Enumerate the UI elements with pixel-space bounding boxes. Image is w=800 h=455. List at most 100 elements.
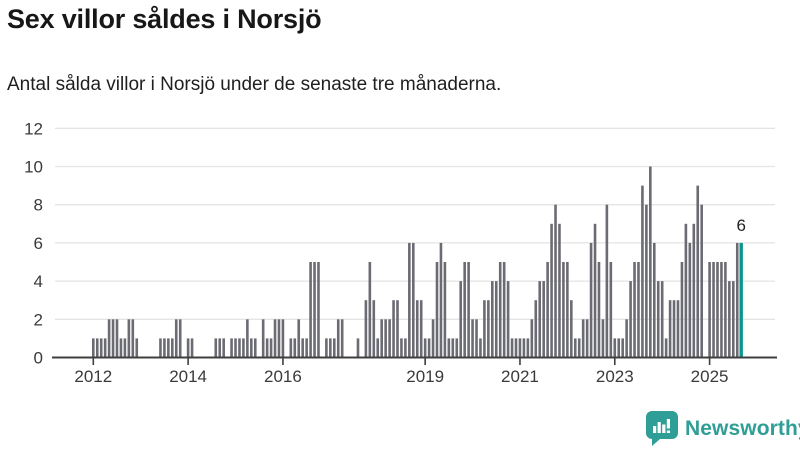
bar-2022-12 xyxy=(609,262,613,358)
y-axis-label-4: 4 xyxy=(34,272,43,291)
bar-2023-01 xyxy=(613,338,617,358)
bar-2022-02 xyxy=(570,300,573,358)
bar-2022-05 xyxy=(581,319,585,358)
bar-2015-12 xyxy=(277,319,281,358)
bar-2018-03 xyxy=(384,319,387,358)
bar-2019-02 xyxy=(427,338,431,358)
bar-2017-12 xyxy=(372,300,376,358)
bar-2013-07 xyxy=(163,338,166,358)
bar-2012-10 xyxy=(127,319,131,358)
bar-2023-07 xyxy=(637,262,640,358)
bar-2012-12 xyxy=(135,338,139,358)
bar-2022-04 xyxy=(577,338,581,358)
bar-2022-09 xyxy=(597,262,601,358)
bar-2016-07 xyxy=(305,338,308,358)
bar-2023-08 xyxy=(641,185,644,358)
x-axis-label-2021: 2021 xyxy=(501,367,539,386)
bar-2012-02 xyxy=(95,338,99,358)
x-axis-label-2023: 2023 xyxy=(596,367,634,386)
bar-2016-10 xyxy=(317,262,320,358)
bar-2019-09 xyxy=(455,338,459,358)
bar-2019-08 xyxy=(451,338,455,358)
bar-2016-12 xyxy=(325,338,328,358)
bar-2018-04 xyxy=(388,319,391,358)
bar-2018-08 xyxy=(404,338,407,358)
bar-2018-09 xyxy=(408,242,411,358)
bar-2012-09 xyxy=(123,338,127,358)
highlighted-bar-2025-09 xyxy=(739,242,743,358)
bar-2012-05 xyxy=(107,319,111,358)
bar-2012-06 xyxy=(111,319,115,358)
bar-2012-01 xyxy=(92,338,95,358)
bar-2015-08 xyxy=(261,319,265,358)
bar-2017-01 xyxy=(329,338,332,358)
bar-2024-08 xyxy=(688,242,692,358)
bar-2025-03 xyxy=(716,262,719,358)
bar-2025-06 xyxy=(728,281,731,358)
bar-2022-06 xyxy=(585,319,589,358)
bar-2024-01 xyxy=(660,281,664,358)
bar-2021-02 xyxy=(522,338,526,358)
y-axis-label-0: 0 xyxy=(34,349,43,368)
bar-2020-10 xyxy=(506,281,510,358)
bar-2024-04 xyxy=(672,300,676,358)
bar-2014-10 xyxy=(222,338,225,358)
bar-2019-12 xyxy=(467,262,470,358)
bar-2012-11 xyxy=(131,319,135,358)
bar-2021-08 xyxy=(546,262,549,358)
bar-2024-06 xyxy=(680,262,684,358)
bar-2023-12 xyxy=(656,281,660,358)
bar-2016-08 xyxy=(309,262,312,358)
bar-2023-10 xyxy=(649,166,652,358)
y-axis-label-6: 6 xyxy=(34,234,43,253)
bar-2015-02 xyxy=(238,338,241,358)
bar-2013-10 xyxy=(174,319,178,358)
bar-2015-03 xyxy=(242,338,245,358)
bar-2025-08 xyxy=(735,242,739,358)
bar-2018-06 xyxy=(396,300,399,358)
bar-2023-05 xyxy=(629,281,632,358)
bar-2017-08 xyxy=(356,338,360,358)
bar-2019-03 xyxy=(431,319,435,358)
x-axis-label-2019: 2019 xyxy=(406,367,444,386)
y-axis-label-10: 10 xyxy=(24,158,43,177)
y-axis-label-12: 12 xyxy=(24,119,43,138)
bar-2024-10 xyxy=(696,185,700,358)
bar-2015-09 xyxy=(265,338,269,358)
bar-2014-08 xyxy=(214,338,218,358)
bar-2021-06 xyxy=(538,281,542,358)
bar-2018-01 xyxy=(376,338,380,358)
bar-2019-05 xyxy=(439,242,443,358)
x-axis-label-2014: 2014 xyxy=(169,367,207,386)
bar-2015-04 xyxy=(246,319,249,358)
bar-2021-12 xyxy=(562,262,565,358)
bar-2016-06 xyxy=(301,338,304,358)
bar-2012-07 xyxy=(115,319,119,358)
bar-2021-04 xyxy=(530,319,534,358)
bar-2013-08 xyxy=(167,338,170,358)
page-title: Sex villor såldes i Norsjö xyxy=(7,4,322,34)
bar-2012-03 xyxy=(99,338,103,358)
bar-2022-01 xyxy=(566,262,569,358)
bar-2014-12 xyxy=(230,338,233,358)
bar-2014-01 xyxy=(186,338,190,358)
page-subtitle: Antal sålda villor i Norsjö under de sen… xyxy=(7,74,502,95)
bar-2018-07 xyxy=(400,338,403,358)
bar-2017-04 xyxy=(340,319,344,358)
bar-2025-01 xyxy=(708,262,711,358)
bar-2017-10 xyxy=(364,300,368,358)
bar-2020-08 xyxy=(498,262,502,358)
bar-2017-02 xyxy=(332,338,336,358)
bar-2020-02 xyxy=(475,319,478,358)
bar-2016-04 xyxy=(293,338,297,358)
bar-2022-10 xyxy=(601,319,605,358)
newsworthy-logo: Newsworthy xyxy=(646,410,800,448)
bar-2025-04 xyxy=(720,262,723,358)
bar-2016-09 xyxy=(313,262,316,358)
bar-2021-10 xyxy=(554,204,557,358)
bar-2023-03 xyxy=(621,338,624,358)
bar-2015-05 xyxy=(250,338,253,358)
bar-2016-05 xyxy=(297,319,301,358)
bar-2024-11 xyxy=(700,204,703,358)
bar-2024-07 xyxy=(684,223,688,358)
